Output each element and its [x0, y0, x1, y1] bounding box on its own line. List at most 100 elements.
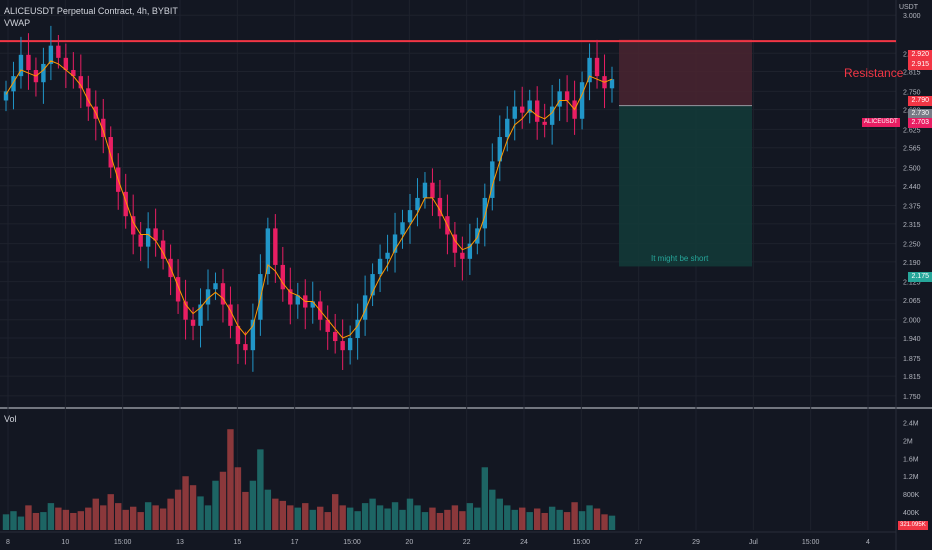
candle-body	[490, 161, 495, 198]
volume-bar	[444, 509, 451, 530]
time-axis[interactable]: 8 10 15:00 13 15 17 15:00 20 22 24 15:00 27 29 Jul 15:…	[6, 539, 870, 546]
time-tick-label: 8	[6, 539, 10, 546]
candle-body	[101, 118, 106, 138]
volume-bar	[391, 502, 399, 530]
volume-bar	[77, 511, 85, 530]
volume-bar	[10, 511, 17, 530]
volume-bar	[55, 507, 62, 530]
candle-body	[340, 341, 345, 351]
take-profit-zone	[619, 105, 752, 267]
price-tick-label: 2.250	[903, 242, 921, 249]
candle-body	[430, 182, 435, 198]
candle-body	[78, 76, 84, 89]
volume-bar	[174, 489, 182, 530]
candle-body	[250, 319, 256, 351]
volume-bar	[100, 505, 107, 530]
volume-bar	[361, 503, 369, 530]
price-tag-entry: 2.703	[908, 118, 932, 128]
candle-body	[505, 118, 510, 138]
candle-body	[138, 234, 143, 247]
currency-label: USDT	[898, 4, 918, 11]
candle-body	[385, 252, 390, 259]
volume-label[interactable]: Vol	[4, 414, 17, 424]
candle-body	[175, 277, 181, 302]
volume-bar	[159, 508, 167, 530]
volume-bar	[129, 506, 137, 530]
candle-body	[280, 264, 286, 290]
candle-body	[512, 106, 517, 119]
volume-bar	[489, 489, 496, 530]
volume-bar	[85, 507, 92, 530]
volume-last-tag: 321.095K	[898, 521, 928, 530]
price-tick-label: 2.190	[903, 260, 921, 267]
volume-bar	[399, 509, 406, 530]
time-tick-label: 15	[233, 539, 241, 546]
time-tick-label: 15:00	[343, 539, 361, 546]
time-tick-label: 27	[635, 539, 643, 546]
candle-body	[400, 222, 405, 235]
volume-tick-label: 400K	[903, 510, 920, 517]
volume-bar	[608, 515, 616, 530]
price-axis[interactable]: 3.0002.8752.8152.7502.6902.6252.5652.500…	[903, 13, 921, 517]
volume-bar	[474, 507, 481, 530]
volume-bar	[563, 512, 571, 530]
volume-bar	[204, 505, 212, 530]
price-tick-label: 2.000	[903, 318, 921, 325]
price-tick-label: 1.815	[903, 374, 921, 381]
candle-body	[564, 91, 570, 101]
volume-bar	[144, 502, 152, 530]
price-tick-label: 2.565	[903, 146, 921, 153]
candle-body	[220, 283, 226, 305]
candle-body	[557, 91, 562, 107]
symbol-tag: ALICEUSDT	[862, 118, 900, 127]
volume-bar	[40, 512, 47, 530]
volume-bar	[429, 507, 436, 530]
volume-bar	[406, 498, 414, 530]
candle-body	[467, 243, 473, 259]
candle-body	[609, 79, 615, 89]
volume-bar	[264, 489, 272, 530]
candle-body	[243, 344, 248, 351]
time-tick-label: 4	[866, 539, 870, 546]
candle-body	[153, 228, 158, 241]
resistance-label: Resistance	[844, 66, 904, 80]
candle-body	[63, 57, 69, 71]
volume-bar	[586, 505, 593, 530]
candle-body	[108, 137, 113, 168]
price-tag-last: 2.790	[908, 96, 932, 106]
candle-body	[26, 54, 31, 71]
vwap-polyline	[5, 60, 613, 339]
candle-body	[534, 100, 540, 122]
candle-body	[18, 54, 24, 77]
candle-body	[587, 57, 592, 83]
volume-bar	[279, 500, 287, 530]
time-tick-label: 24	[520, 539, 528, 546]
candle-body	[41, 63, 46, 83]
volume-bar	[504, 505, 511, 530]
symbol-title[interactable]: ALICEUSDT Perpetual Contract, 4h, BYBIT	[4, 6, 178, 16]
candle-body	[325, 319, 330, 332]
candle-body	[48, 45, 54, 64]
volume-bar	[115, 503, 122, 530]
candle-body	[594, 57, 600, 77]
price-tag-vwap: 2.730	[908, 109, 932, 119]
volume-bar	[197, 496, 204, 530]
candle-body	[362, 295, 368, 320]
time-tick-label: 10	[61, 539, 69, 546]
volume-bar	[257, 449, 264, 530]
time-tick-label: 15:00	[802, 539, 820, 546]
time-tick-label: 17	[291, 539, 299, 546]
candle-body	[549, 106, 555, 125]
time-tick-label: Jul	[749, 539, 758, 546]
time-tick-label: 13	[176, 539, 184, 546]
price-tick-label: 1.750	[903, 394, 921, 401]
zone-note: It might be short	[651, 254, 709, 263]
volume-bar	[339, 505, 346, 530]
candle-body	[190, 319, 196, 326]
candle-body	[235, 325, 241, 345]
volume-bars	[2, 429, 616, 530]
vwap-indicator-label[interactable]: VWAP	[4, 18, 31, 28]
volume-bar	[294, 507, 301, 530]
